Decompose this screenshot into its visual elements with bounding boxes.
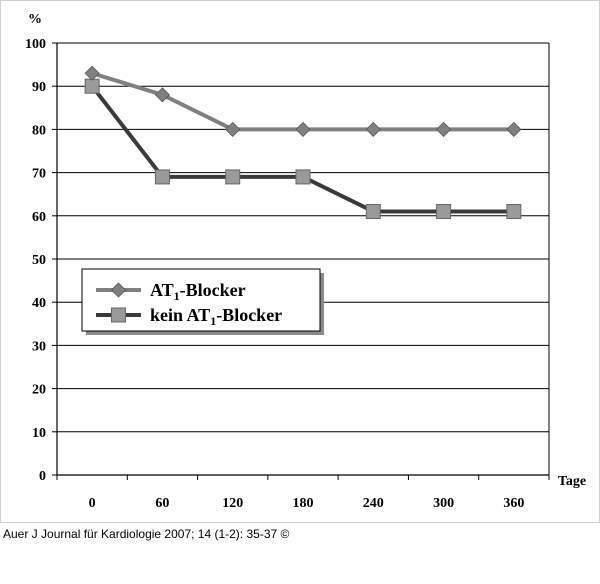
series-2-point-6 — [506, 203, 522, 219]
series-line-1 — [91, 71, 514, 132]
series-1-point-4 — [365, 121, 381, 137]
series-2-point-0 — [84, 78, 100, 94]
y-axis-label: % — [28, 12, 42, 27]
series-2-point-1 — [154, 169, 170, 185]
series-1-point-2 — [225, 121, 241, 137]
citation-text: Auer J Journal für Kardiologie 2007; 14 … — [3, 527, 290, 541]
x-tick-label: 120 — [222, 496, 243, 511]
y-tick-label: 90 — [32, 80, 46, 95]
series-1-point-6 — [506, 121, 522, 137]
x-tick-label: 60 — [155, 496, 169, 511]
x-tick-label: 360 — [503, 496, 524, 511]
y-tick-label: 100 — [25, 37, 46, 52]
y-tick-label: 0 — [39, 469, 46, 484]
y-tick-label: 70 — [32, 167, 46, 182]
x-tick-label: 180 — [293, 496, 314, 511]
series-2-point-3 — [295, 169, 311, 185]
series-1-point-5 — [436, 121, 452, 137]
y-tick-label: 30 — [32, 339, 46, 354]
figure-frame: 0 10 20 30 40 50 60 70 80 90 100 0 60 120 180 240 300 360… — [0, 0, 600, 523]
x-tick-label: 0 — [89, 496, 96, 511]
x-axis-label: Tage — [558, 474, 586, 489]
y-tick-label: 60 — [32, 210, 46, 225]
y-tick-label: 50 — [32, 253, 46, 268]
y-tick-label: 80 — [32, 123, 46, 138]
series-1-point-3 — [295, 121, 311, 137]
legend-marker-2 — [111, 307, 126, 323]
series-2-point-5 — [436, 203, 452, 219]
series-1-point-1 — [154, 87, 170, 103]
y-tick-label: 40 — [32, 296, 46, 311]
x-tick-label: 300 — [433, 496, 454, 511]
legend-label-1: AT1-Blocker — [150, 280, 246, 303]
legend-marker-1 — [110, 282, 127, 298]
y-tick-label: 10 — [32, 426, 46, 441]
legend-label-2: kein AT1-Blocker — [150, 305, 282, 328]
line-chart: 0 10 20 30 40 50 60 70 80 90 100 0 60 120 180 240 300 360… — [25, 12, 586, 511]
x-tick-label: 240 — [363, 496, 384, 511]
series-1-point-0 — [84, 65, 100, 81]
series-line-2 — [90, 84, 514, 214]
y-tick-label: 20 — [32, 383, 46, 398]
series-2-point-4 — [365, 203, 381, 219]
series-2-point-2 — [225, 169, 241, 185]
